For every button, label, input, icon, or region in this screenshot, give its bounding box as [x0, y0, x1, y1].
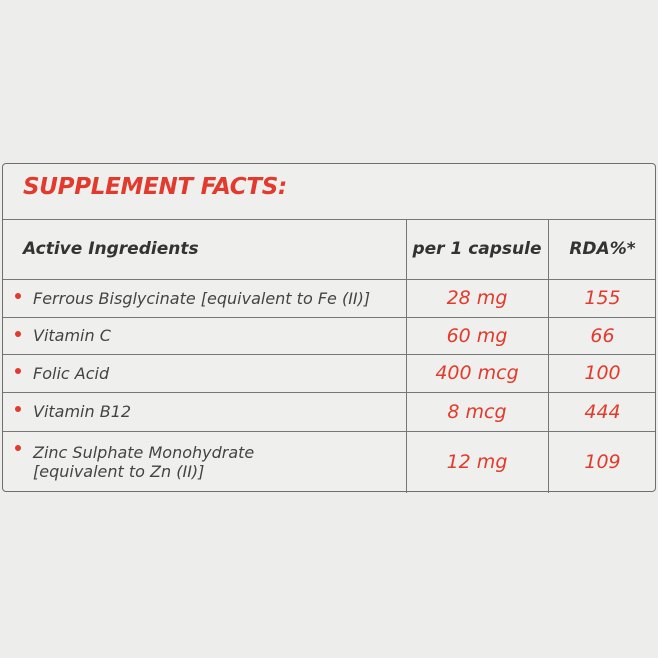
- rda-percent: 444: [584, 400, 621, 423]
- row-divider: [3, 392, 655, 393]
- bullet: [15, 368, 21, 374]
- amount: 400 mcg: [435, 362, 519, 384]
- column-divider: [548, 219, 549, 493]
- column-header: per 1 capsule: [412, 239, 542, 259]
- ingredient-name: Vitamin C: [33, 317, 405, 354]
- amount: 28 mg: [446, 287, 508, 309]
- ingredient-line: Folic Acid: [33, 363, 110, 383]
- bullet: [15, 293, 21, 299]
- column-header: RDA%*: [569, 239, 636, 259]
- amount: 8 mcg: [447, 400, 507, 423]
- bullet: [15, 331, 21, 337]
- ingredient-name: Folic Acid: [33, 354, 405, 392]
- table-title: SUPPLEMENT FACTS:: [23, 174, 287, 200]
- ingredient-line: Vitamin C: [33, 326, 111, 345]
- bullet: [15, 406, 21, 412]
- ingredient-name: Vitamin B12: [33, 392, 405, 431]
- rda-percent: 109: [584, 451, 621, 473]
- rda-percent: 66: [590, 324, 615, 347]
- row-divider: [3, 317, 655, 318]
- amount: 60 mg: [446, 324, 508, 347]
- row-divider: [3, 279, 655, 280]
- rda-percent: 155: [584, 287, 621, 309]
- supplement-table: SUPPLEMENT FACTS: Active Ingredients per …: [2, 163, 656, 493]
- amount: 12 mg: [446, 451, 508, 473]
- row-divider: [3, 219, 655, 220]
- rda-percent: 100: [584, 362, 621, 384]
- column-header: Active Ingredients: [23, 239, 199, 259]
- ingredient-line: Vitamin B12: [33, 402, 132, 421]
- ingredient-name: Zinc Sulphate Monohydrate [equivalent to …: [33, 431, 405, 493]
- ingredient-line: [equivalent to Zn (II)]: [33, 462, 205, 481]
- ingredient-line: Ferrous Bisglycinate [equivalent to Fe (…: [33, 288, 371, 308]
- ingredient-line: Zinc Sulphate Monohydrate: [33, 443, 255, 462]
- ingredient-name: Ferrous Bisglycinate [equivalent to Fe (…: [33, 279, 405, 317]
- row-divider: [3, 354, 655, 355]
- row-divider: [3, 431, 655, 432]
- bullet: [15, 445, 21, 451]
- column-divider: [406, 219, 407, 493]
